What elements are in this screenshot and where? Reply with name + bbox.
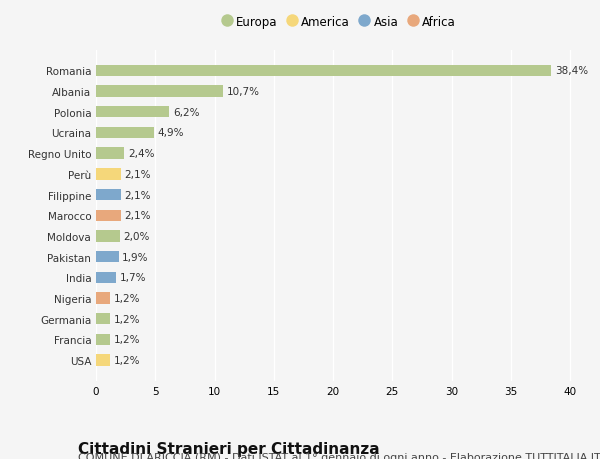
Text: 1,2%: 1,2% (114, 293, 140, 303)
Legend: Europa, America, Asia, Africa: Europa, America, Asia, Africa (220, 13, 458, 31)
Bar (96, 252, 119, 263)
Bar (96, 210, 121, 221)
Text: 2,0%: 2,0% (123, 231, 149, 241)
Bar (96, 107, 169, 118)
Bar (96, 334, 110, 345)
Bar (96, 169, 121, 180)
Text: 1,2%: 1,2% (114, 314, 140, 324)
Bar (96, 86, 223, 97)
Text: 1,9%: 1,9% (122, 252, 149, 262)
Text: 1,2%: 1,2% (114, 355, 140, 365)
Text: Cittadini Stranieri per Cittadinanza: Cittadini Stranieri per Cittadinanza (78, 441, 380, 456)
Bar (96, 231, 120, 242)
Text: 1,7%: 1,7% (120, 273, 146, 283)
Text: COMUNE DI ARICCIA (RM) - Dati ISTAT al 1° gennaio di ogni anno - Elaborazione TU: COMUNE DI ARICCIA (RM) - Dati ISTAT al 1… (78, 452, 600, 459)
Bar (96, 66, 551, 77)
Text: 10,7%: 10,7% (226, 87, 259, 97)
Bar (96, 293, 110, 304)
Text: 1,2%: 1,2% (114, 335, 140, 345)
Bar (96, 272, 116, 283)
Bar (96, 190, 121, 201)
Text: 6,2%: 6,2% (173, 107, 200, 118)
Text: 38,4%: 38,4% (555, 66, 588, 76)
Bar (96, 128, 154, 139)
Text: 2,1%: 2,1% (124, 190, 151, 200)
Bar (96, 313, 110, 325)
Text: 2,4%: 2,4% (128, 149, 155, 159)
Text: 4,9%: 4,9% (158, 128, 184, 138)
Text: 2,1%: 2,1% (124, 169, 151, 179)
Bar (96, 355, 110, 366)
Bar (96, 148, 124, 159)
Text: 2,1%: 2,1% (124, 211, 151, 221)
